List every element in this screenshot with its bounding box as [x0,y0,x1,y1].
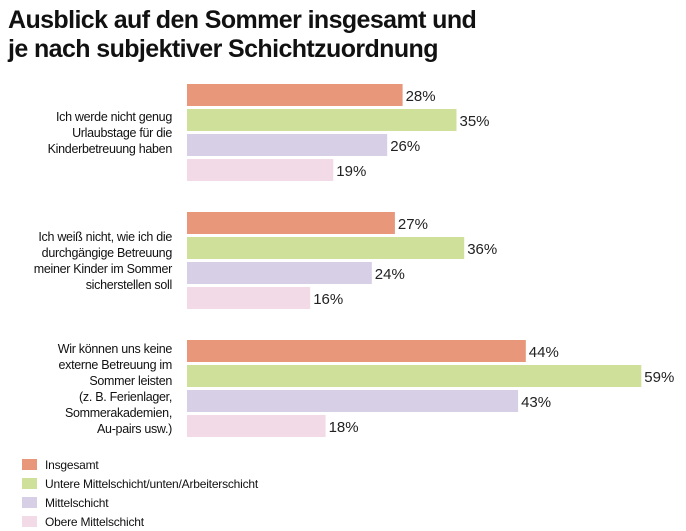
category-label: Ich weiß nicht, wie ich die durchgängige … [0,229,173,293]
data-label: 16% [313,291,343,308]
legend-item: Mittelschicht [22,493,258,512]
legend-swatch [22,516,37,527]
legend-label: Untere Mittelschicht/unten/Arbeiterschic… [45,476,259,491]
title-line-1: Ausblick auf den Sommer insgesamt und [8,6,477,34]
legend-label: Mittelschicht [45,495,109,510]
category-label-line: externe Betreuung im [58,357,172,372]
category-label: Ich werde nicht genug Urlaubstage für die… [0,109,173,157]
data-label: 27% [398,216,428,233]
bar [187,390,519,412]
category-label-line: (z. B. Ferienlager, [79,389,172,404]
data-label: 19% [336,163,366,180]
data-label: 36% [467,241,497,258]
legend-swatch [22,459,37,470]
legend: Insgesamt Untere Mittelschicht/unten/Arbe… [22,455,258,531]
data-label: 44% [529,344,559,361]
bar [187,134,388,156]
legend-item: Obere Mittelschicht [22,512,258,531]
category-label-line: meiner Kinder im Sommer [33,261,173,276]
chart-title: Ausblick auf den Sommer insgesamt und je … [8,6,477,64]
data-label: 35% [460,113,490,130]
legend-item: Insgesamt [22,455,258,474]
legend-item: Untere Mittelschicht/unten/Arbeiterschic… [22,474,258,493]
data-label: 18% [329,419,359,436]
category-label-line: Kinderbetreuung haben [47,141,173,156]
category-label-line: Ich weiß nicht, wie ich die [38,229,172,244]
bar [187,287,311,309]
legend-label: Insgesamt [45,457,99,472]
category-label-line: Sommer leisten [89,373,172,388]
bar [187,415,326,437]
data-label: 28% [406,88,436,105]
bar [187,84,403,106]
legend-swatch [22,478,37,489]
data-label: 59% [644,369,674,386]
category-label-line: Au-pairs usw.) [97,421,172,436]
category-label-line: Urlaubstage für die [72,125,172,140]
legend-label: Obere Mittelschicht [45,514,144,529]
bar [187,262,372,284]
category-label-line: Wir können uns keine [57,341,173,356]
bar [187,212,395,234]
category-label: Wir können uns keine externe Betreuung im… [0,341,173,437]
category-label-line: durchgängige Betreuung [41,245,173,260]
category-label-line: Ich werde nicht genug [55,109,172,124]
bar [187,159,334,181]
bar [187,365,642,387]
bar [187,237,465,259]
data-label: 43% [521,394,551,411]
data-label: 24% [375,266,405,283]
title-line-2: je nach subjektiver Schichtzuordnung [8,35,438,63]
data-label: 26% [390,138,420,155]
legend-swatch [22,497,37,508]
bar [187,109,457,131]
bar [187,340,526,362]
category-label-line: sicherstellen soll [85,277,173,292]
category-label-line: Sommerakademien, [64,405,172,420]
